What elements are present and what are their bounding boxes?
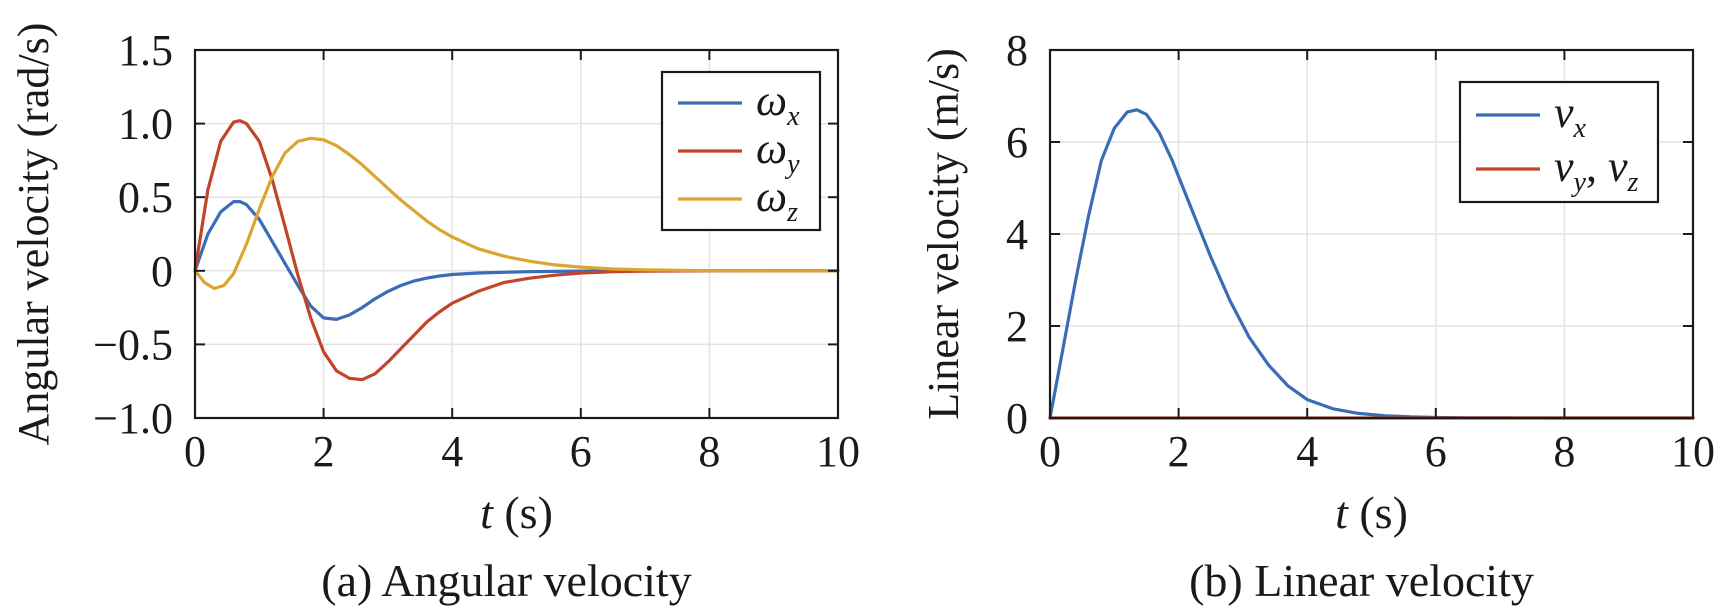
series-line--y [193, 119, 840, 382]
x-tick-label: 2 [313, 427, 335, 476]
y-tick-label: 0 [151, 247, 173, 296]
panel-caption: (b) Linear velocity [1189, 555, 1534, 606]
legend-label: vy, vz [1554, 142, 1639, 198]
y-tick-label: 4 [1006, 210, 1028, 259]
x-axis-label: t (s) [480, 487, 553, 538]
y-tick-label: 8 [1006, 26, 1028, 75]
y-axis-label: Angular velocity (rad/s) [9, 23, 58, 446]
x-tick-label: 4 [1296, 427, 1318, 476]
x-tick-label: 8 [698, 427, 720, 476]
panel-linear-velocity: 0 2 4 6 8 10 0 2 4 6 8 t (s) Linear velocity (m/s) (b… [919, 26, 1715, 606]
legend-box [1458, 80, 1660, 204]
x-tick-label: 0 [184, 427, 206, 476]
x-tick-label: 10 [1671, 427, 1715, 476]
series-line--z [193, 136, 840, 291]
x-tick-label: 2 [1168, 427, 1190, 476]
y-tick-label: 0.5 [118, 173, 173, 222]
x-tick-label: 10 [816, 427, 860, 476]
x-tick-label: 0 [1039, 427, 1061, 476]
legend-label: ωy [756, 124, 800, 180]
y-tick-label: 1.0 [118, 100, 173, 149]
y-tick-label: 1.5 [118, 26, 173, 75]
legend-label: vx [1554, 88, 1587, 144]
series-line--x [193, 200, 840, 321]
y-tick-label: 6 [1006, 118, 1028, 167]
panel-angular-velocity: 0 2 4 6 8 10 −1.0 −0.5 0 0.5 1.0 1.5 t (s) Angular ve… [9, 23, 860, 606]
y-tick-label: −1.0 [93, 394, 173, 443]
axes-box [193, 48, 840, 420]
x-tick-label: 4 [441, 427, 463, 476]
y-axis-label: Linear velocity (m/s) [919, 48, 968, 419]
y-tick-label: −0.5 [93, 320, 173, 369]
y-tick-label: 2 [1006, 302, 1028, 351]
x-tick-label: 6 [570, 427, 592, 476]
legend-label: ωx [756, 76, 800, 132]
legend-label: ωz [756, 172, 798, 228]
x-tick-label: 8 [1553, 427, 1575, 476]
y-tick-label: 0 [1006, 394, 1028, 443]
x-tick-label: 6 [1425, 427, 1447, 476]
panel-caption: (a) Angular velocity [321, 555, 691, 606]
x-axis-label: t (s) [1335, 487, 1408, 538]
